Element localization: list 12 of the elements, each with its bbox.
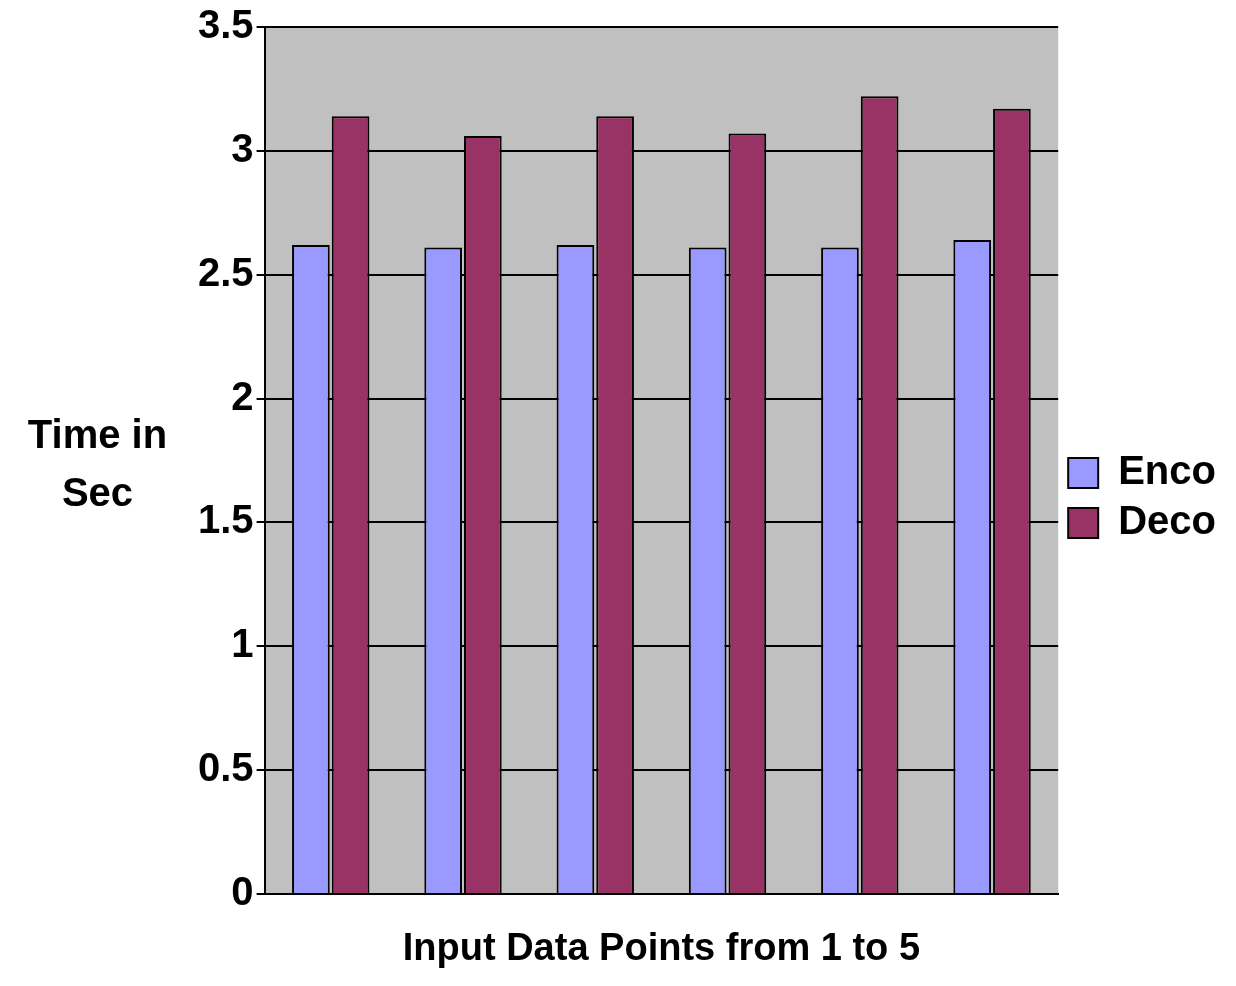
y-tick-label: 2.5 bbox=[198, 249, 254, 294]
legend-label: Enco bbox=[1118, 448, 1216, 493]
y-tick-label: 1.5 bbox=[198, 497, 254, 542]
legend-label: Deco bbox=[1118, 498, 1216, 543]
y-tick-label: 3 bbox=[231, 125, 254, 170]
y-tick-label: 3.5 bbox=[198, 2, 254, 47]
y-tick-label: 2 bbox=[231, 373, 254, 418]
y-tick-label: 0.5 bbox=[198, 745, 254, 790]
y-tick-label: 0 bbox=[231, 869, 254, 914]
y-tick-label: 1 bbox=[231, 621, 254, 666]
x-axis-title: Input Data Points from 1 to 5 bbox=[402, 925, 921, 968]
y-axis-title: Time in Sec bbox=[26, 411, 169, 516]
